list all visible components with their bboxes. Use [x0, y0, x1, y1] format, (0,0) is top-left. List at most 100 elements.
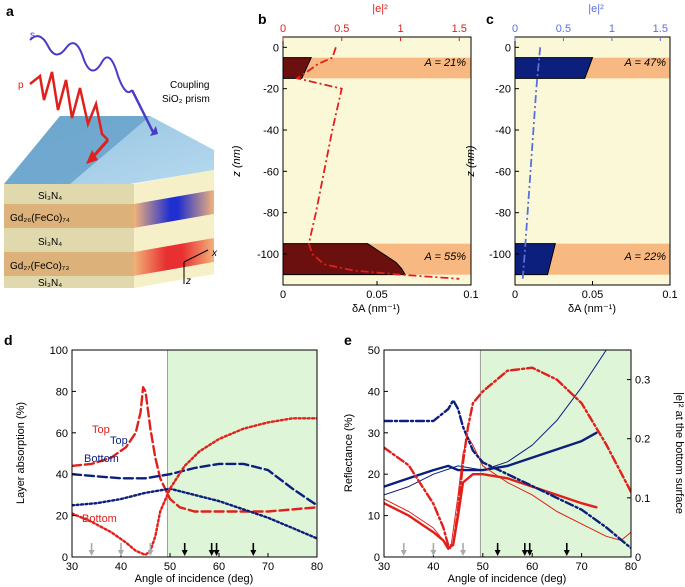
- panel-b-top-axis-label: |e|²: [372, 3, 388, 15]
- panel-e-black-arrow-0: [494, 543, 501, 556]
- panel-d-ylabel: Layer absorption (%): [15, 402, 27, 504]
- panel-d-black-arrow-0: [181, 543, 188, 556]
- layer-label-4: Gd₂₇(FeCo)₇₃: [10, 261, 69, 272]
- panel-d-ytick-label-1: 20: [56, 511, 68, 523]
- panel-c-xtick-label-0: 0: [512, 289, 518, 301]
- panel-e-grey-arrow-1: [430, 543, 437, 556]
- x-axis-symbol: x: [211, 248, 218, 259]
- panel-e-black-arrow-1: [521, 543, 528, 556]
- side-si3n4-2: [134, 214, 214, 252]
- side-si3n4-1: [134, 170, 214, 204]
- panel-d-xtick-label-3: 60: [213, 561, 225, 573]
- panel-e-xtick-label-5: 80: [625, 561, 637, 573]
- layer-label-2: Gd₂₆(FeCo)₇₄: [10, 213, 70, 224]
- panel-b-letter: b: [258, 11, 267, 27]
- panel-d-label-s-top: Top: [110, 435, 128, 447]
- panel-e-xtick-label-3: 60: [526, 561, 538, 573]
- layer-gdfeco-2: [4, 252, 134, 276]
- panel-e-series-1: [384, 350, 607, 496]
- panel-d-ytick-label-0: 0: [62, 552, 68, 564]
- panel-d-grey-arrow-0: [88, 543, 95, 556]
- panel-e-series-4: [384, 399, 631, 550]
- panel-b-ytick-label-3: -60: [263, 166, 279, 178]
- panel-e-black-arrow-2: [526, 543, 533, 556]
- panel-e-ytick-label-0: 0: [374, 552, 380, 564]
- panel-c-chart: c 0 0.05 0.1 0 0.5 1 1.5 0 -20 -40 -60 -80 -100 |e|²…: [465, 3, 678, 315]
- panel-b-ytick-label-0: 0: [273, 42, 279, 54]
- panel-d-ytick-label-5: 100: [50, 345, 68, 357]
- panel-c-top-absorption: A = 47%: [624, 57, 667, 69]
- panel-d-series-1: [72, 462, 317, 507]
- panel-d-xlabel: Angle of incidence (deg): [135, 573, 254, 585]
- panel-e-letter: e: [344, 332, 352, 348]
- panel-b-toptick-label-3: 1.5: [452, 23, 467, 35]
- panel-e-y2label: |e|² at the bottom surface: [673, 392, 685, 514]
- side-gdfeco-2: [134, 238, 214, 276]
- panel-d-black-arrow-3: [250, 543, 257, 556]
- layer-stack: [4, 170, 214, 288]
- panel-d-series-2: [72, 487, 317, 540]
- panel-e-ytick-label-2: 20: [368, 469, 380, 481]
- panel-b-ytick-label-1: -20: [263, 84, 279, 96]
- panel-c-ylabel: z (nm): [465, 145, 477, 178]
- panel-b-toptick-label-1: 0.5: [334, 23, 349, 35]
- panel-b-deltaA-bottom: [283, 243, 407, 276]
- panel-e-series-0: [384, 431, 598, 488]
- panel-d-grey-arrow-2: [147, 543, 154, 556]
- panel-d-frame: [71, 349, 318, 558]
- panel-c-deltaA-top: [515, 57, 594, 79]
- layer-gdfeco-1: [4, 204, 134, 228]
- panel-d-ytick-label-2: 40: [56, 469, 68, 481]
- panel-e-xlabel: Angle of incidence (deg): [448, 573, 567, 585]
- panel-d-shaded-region: [167, 350, 317, 557]
- panel-d-xtick-label-0: 30: [66, 561, 78, 573]
- s-beam-arrowhead: [150, 126, 158, 136]
- panel-a-illustration: a Si₃N₄ Gd₂₆(FeCo)₇₄ Si₃N₄ Gd₂₇(FeCo)₇₃ …: [4, 3, 218, 289]
- prism-face: [4, 116, 150, 184]
- panel-c-ytick-label-5: -100: [489, 249, 511, 261]
- panel-c-ytick-label-0: 0: [505, 42, 511, 54]
- panel-b-ylabel: z (nm): [231, 145, 243, 178]
- panel-d-ytick-label-3: 60: [56, 428, 68, 440]
- p-beam-arrowhead: [86, 150, 98, 164]
- panel-c-ytick-label-1: -20: [495, 84, 511, 96]
- panel-d-letter: d: [4, 332, 13, 348]
- panel-d-label-s-bottom: Bottom: [84, 453, 119, 465]
- panel-e-xtick-label-4: 70: [575, 561, 587, 573]
- panel-b-e2-curve: [294, 47, 460, 280]
- prism-label-2: SiO₂ prism: [162, 94, 210, 105]
- panel-d-series-3: [72, 417, 317, 557]
- stack-front-tint: [4, 184, 134, 288]
- layer-label-5: Si₃N₄: [38, 278, 62, 289]
- panel-e-y2tick-label-0: 0: [635, 552, 641, 564]
- panel-c-ytick-label-2: -40: [495, 125, 511, 137]
- panel-c-bottom-absorption: A = 22%: [624, 251, 667, 263]
- panel-c-ytick-label-4: -80: [495, 208, 511, 220]
- panel-b-toptick-label-2: 1: [397, 23, 403, 35]
- panel-c-top-axis-label: |e|²: [588, 3, 604, 15]
- panel-c-toptick-label-2: 1: [609, 23, 615, 35]
- panel-e-xtick-label-2: 50: [477, 561, 489, 573]
- panel-d-xtick-label-5: 80: [311, 561, 323, 573]
- panel-e-grey-arrow-2: [460, 543, 467, 556]
- panel-c-xlabel: δA (nm⁻¹): [568, 303, 616, 315]
- panel-e-y2tick-label-1: 0.1: [635, 493, 650, 505]
- side-gdfeco-1: [134, 190, 214, 228]
- p-beam-label: p: [18, 80, 24, 91]
- layer-si3n4-3: [4, 276, 134, 288]
- panel-d-series-0: [72, 386, 317, 513]
- panel-e-shaded-region: [480, 350, 631, 557]
- panel-b-xlabel: δA (nm⁻¹): [352, 303, 400, 315]
- panel-c-toptick-label-1: 0.5: [556, 23, 571, 35]
- panel-e-grey-arrow-0: [400, 543, 407, 556]
- panel-d-black-arrow-1: [208, 543, 215, 556]
- s-beam-reflected: [130, 89, 156, 135]
- panel-b-top-absorption: A = 21%: [424, 57, 467, 69]
- layer-label-1: Si₃N₄: [38, 191, 62, 202]
- p-beam-wave: [29, 71, 109, 141]
- panel-c-letter: c: [486, 11, 494, 27]
- layer-label-3: Si₃N₄: [38, 237, 62, 248]
- prism-label-1: Coupling: [170, 80, 209, 91]
- panel-e-y2tick-label-3: 0.3: [635, 375, 650, 387]
- panel-e-black-arrow-3: [563, 543, 570, 556]
